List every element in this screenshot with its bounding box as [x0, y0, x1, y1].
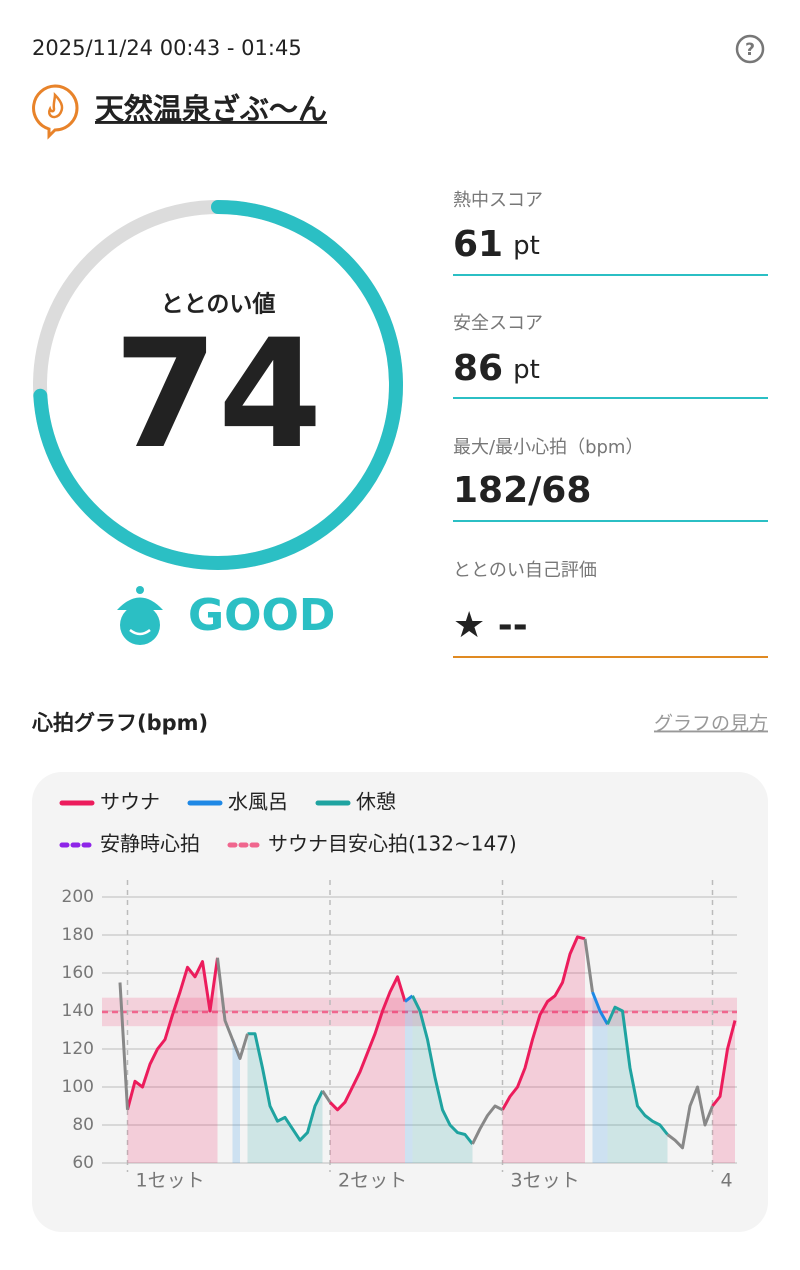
- datetime: 2025/11/24 00:43 - 01:45: [32, 36, 302, 60]
- y-tick-label: 80: [72, 1115, 94, 1135]
- score-value: 61 pt: [453, 224, 540, 265]
- gauge-arc: [33, 200, 403, 570]
- score-unit: pt: [513, 231, 540, 261]
- x-tick-label: 1セット: [136, 1170, 205, 1192]
- legend-label: サウナ目安心拍(132~147): [268, 832, 517, 856]
- chart-card: [32, 772, 768, 1232]
- self-rating[interactable]: ★ --: [453, 605, 528, 646]
- legend-label: 水風呂: [228, 790, 288, 814]
- score-label: 最大/最小心拍（bpm）: [453, 437, 643, 458]
- x-tick-label: 4: [721, 1170, 733, 1192]
- x-tick-label: 3セット: [511, 1170, 580, 1192]
- y-tick-label: 160: [62, 963, 94, 983]
- help-icon[interactable]: ?: [735, 34, 765, 64]
- score-value: 86 pt: [453, 348, 540, 389]
- score-number: 61: [453, 224, 503, 265]
- line: [118, 938, 714, 1150]
- score-label: ととのい自己評価: [453, 560, 597, 581]
- score-unit: pt: [513, 355, 540, 385]
- score-value: 182/68: [453, 470, 591, 511]
- gauge-value: 74: [114, 308, 323, 482]
- y-tick-label: 100: [62, 1077, 94, 1097]
- area: [127, 936, 735, 1163]
- y-tick-label: 60: [72, 1153, 94, 1173]
- chart-title: 心拍グラフ(bpm): [31, 711, 208, 735]
- score-label: 安全スコア: [453, 313, 543, 334]
- score-number: 86: [453, 348, 503, 389]
- line: [126, 935, 737, 1112]
- legend-label: 安静時心拍: [100, 832, 200, 856]
- status: GOOD: [188, 590, 335, 641]
- help-link[interactable]: グラフの見方: [654, 713, 768, 735]
- x-tick-label: 2セット: [338, 1170, 407, 1192]
- gauge-label: ととのい値: [161, 292, 276, 318]
- y-tick-label: 180: [62, 925, 94, 945]
- legend-label: 休憩: [356, 790, 396, 814]
- y-tick-label: 200: [62, 887, 94, 907]
- line: [247, 995, 669, 1145]
- y-tick-label: 120: [62, 1039, 94, 1059]
- score-label: 熱中スコア: [453, 190, 543, 211]
- legend-label: サウナ: [100, 790, 160, 814]
- svg-text:?: ?: [745, 40, 755, 60]
- area: [247, 995, 668, 1163]
- y-tick-label: 140: [62, 1001, 94, 1021]
- facility-link[interactable]: 天然温泉ざぶ〜ん: [95, 92, 327, 126]
- status-icon: [117, 586, 163, 645]
- facility-icon: [32, 84, 79, 140]
